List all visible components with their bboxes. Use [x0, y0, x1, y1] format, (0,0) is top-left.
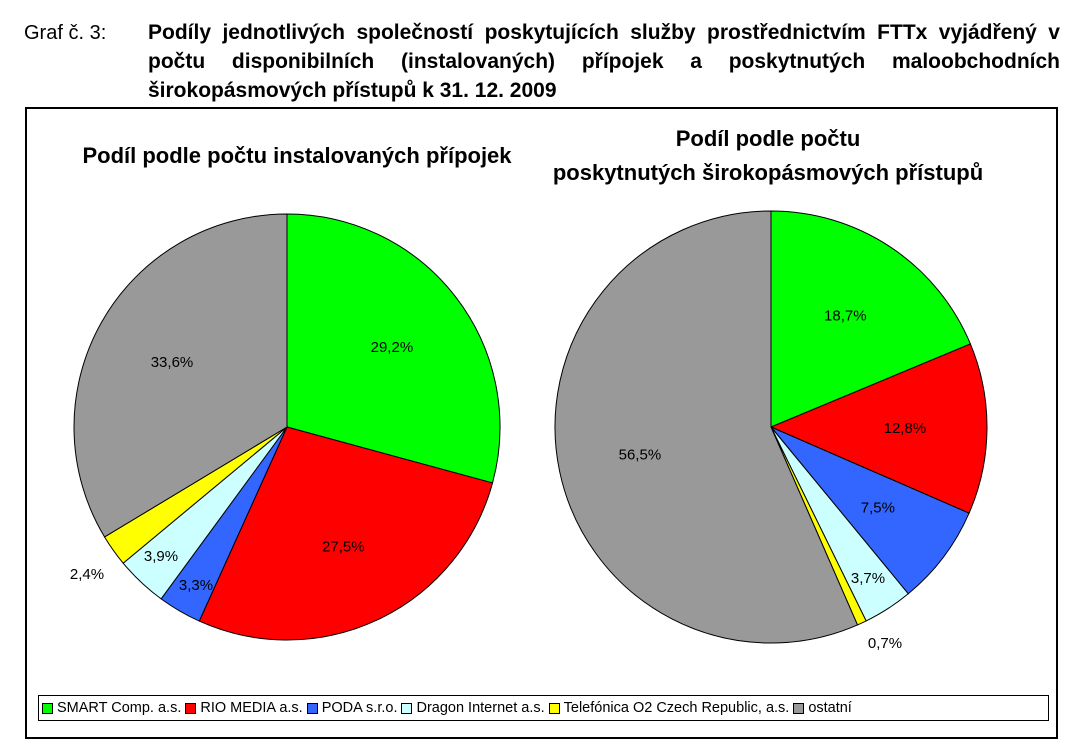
legend-item-ostatni: ostatní — [793, 700, 852, 716]
legend-item-dragon-internet-a-s: Dragon Internet a.s. — [401, 700, 545, 716]
pie2-label-dragon-internet-a-s: 3,7% — [851, 570, 885, 587]
pie1-label-ostatni: 33,6% — [151, 354, 194, 371]
legend-label-poda-s-r-o: PODA s.r.o. — [321, 700, 398, 716]
legend-item-smart-comp-a-s: SMART Comp. a.s. — [42, 700, 181, 716]
pie1-label-rio-media-a-s: 27,5% — [322, 539, 365, 556]
legend-swatch-poda-s-r-o — [306, 702, 318, 714]
figure-title: Podíly jednotlivých společností poskytuj… — [148, 21, 1060, 102]
pie1-label-poda-s-r-o: 3,3% — [179, 577, 213, 594]
legend-swatch-rio-media-a-s — [185, 702, 197, 714]
pie2-label-smart-comp-a-s: 18,7% — [824, 308, 867, 325]
pie1-label-telefonica-o2-czech-republic-a-s: 2,4% — [70, 566, 104, 583]
legend-label-ostatni: ostatní — [808, 700, 852, 716]
legend-item-telefonica-o2-czech-republic-a-s: Telefónica O2 Czech Republic, a.s. — [548, 700, 790, 716]
pie-title-1-line-1: Podíl podle počtu instalovaných přípojek — [82, 143, 512, 168]
pie2-label-telefonica-o2-czech-republic-a-s: 0,7% — [868, 635, 902, 652]
pie2-slice-rio-media-a-s — [769, 343, 988, 514]
pie2-slice-poda-s-r-o — [770, 426, 970, 595]
legend-label-telefonica-o2-czech-republic-a-s: Telefónica O2 Czech Republic, a.s. — [563, 700, 790, 716]
legend-swatch-telefonica-o2-czech-republic-a-s — [548, 702, 560, 714]
legend-item-rio-media-a-s: RIO MEDIA a.s. — [185, 700, 303, 716]
pie2-label-rio-media-a-s: 12,8% — [884, 420, 927, 437]
pie2-slice-smart-comp-a-s — [770, 210, 972, 428]
pie-title-2-line-2: poskytnutých širokopásmových přístupů — [553, 160, 983, 185]
legend-swatch-dragon-internet-a-s — [401, 702, 413, 714]
pie2-slice-ostatni — [554, 210, 859, 644]
pie1-slice-rio-media-a-s — [198, 426, 494, 641]
legend-swatch-ostatni — [793, 702, 805, 714]
figure-number: Graf č. 3: — [24, 22, 107, 44]
legend-label-dragon-internet-a-s: Dragon Internet a.s. — [416, 700, 545, 716]
legend-item-poda-s-r-o: PODA s.r.o. — [306, 700, 398, 716]
pie2-label-poda-s-r-o: 7,5% — [861, 500, 895, 517]
legend-label-smart-comp-a-s: SMART Comp. a.s. — [57, 700, 182, 716]
chart-legend: SMART Comp. a.s. RIO MEDIA a.s. PODA s.r.o… — [38, 695, 1049, 721]
pie2-label-ostatni: 56,5% — [619, 446, 662, 463]
pie1-label-dragon-internet-a-s: 3,9% — [144, 548, 178, 565]
legend-label-rio-media-a-s: RIO MEDIA a.s. — [200, 700, 303, 716]
pie1-slice-ostatni — [73, 213, 288, 538]
pie1-slice-smart-comp-a-s — [286, 213, 501, 484]
pie-title-2-line-1: Podíl podle počtu — [676, 126, 861, 151]
pie1-label-smart-comp-a-s: 29,2% — [371, 339, 414, 356]
legend-swatch-smart-comp-a-s — [42, 702, 53, 714]
